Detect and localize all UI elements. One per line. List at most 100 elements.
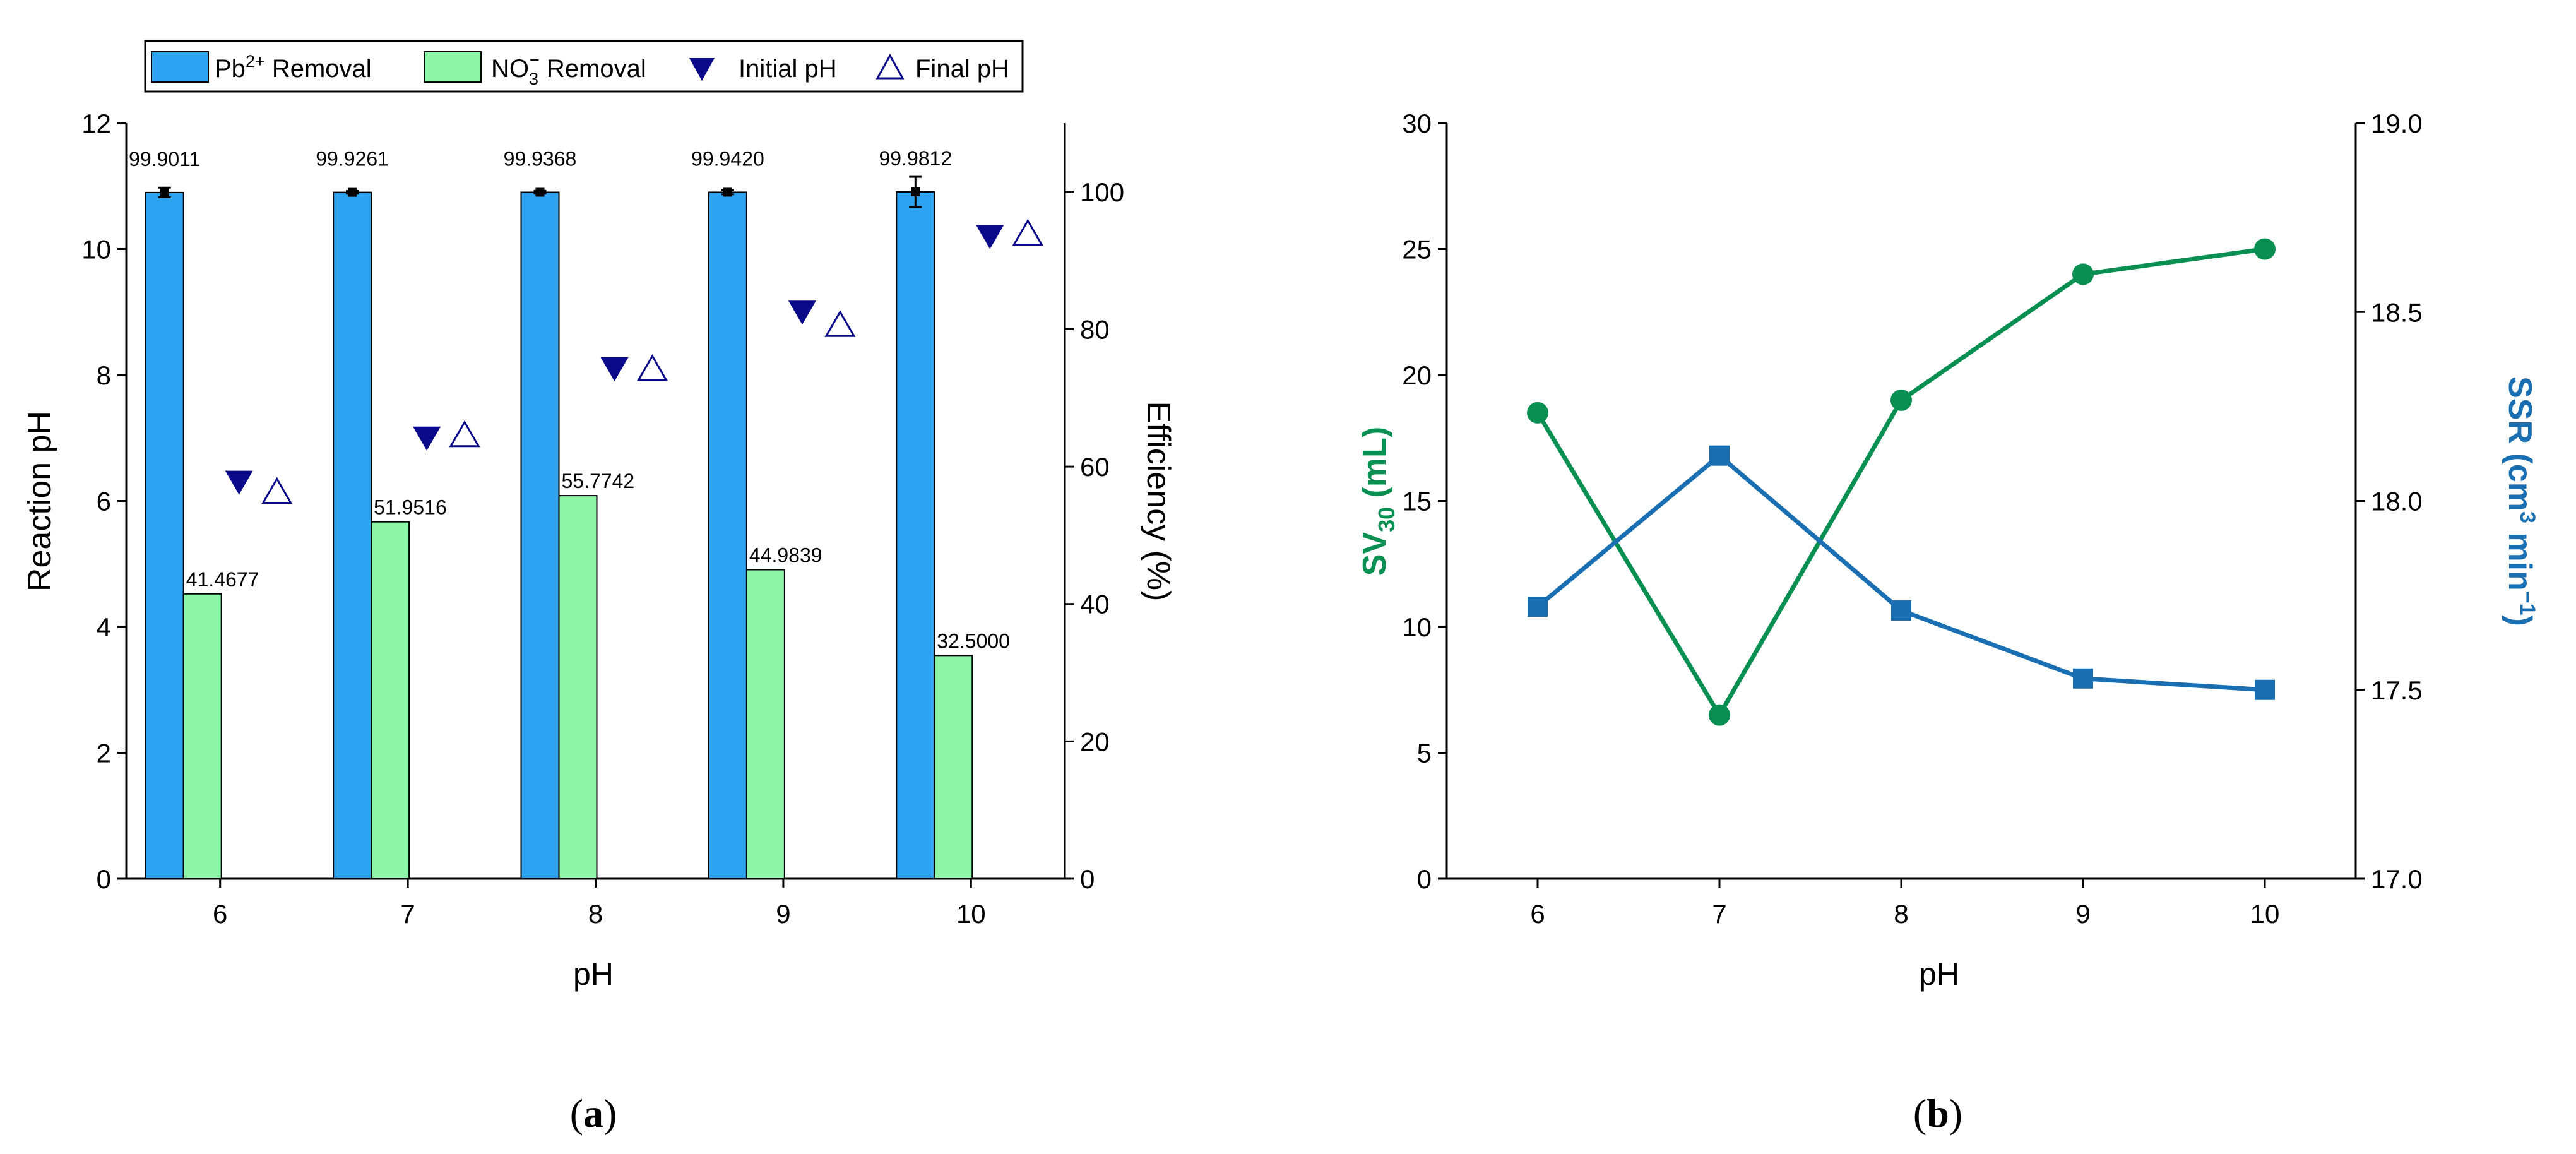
y-right-tick-label: 0: [1080, 864, 1095, 894]
x-axis-title: pH: [1919, 956, 1959, 992]
mean-marker: [535, 187, 545, 197]
bar-pb-removal: [145, 191, 184, 879]
marker-initial-ph: [788, 300, 816, 325]
series-line-sv30: [1536, 247, 2265, 720]
data-label-pb: 99.9011: [129, 148, 200, 170]
y-left-tick-label: 5: [1417, 739, 1432, 768]
bar-pb-removal: [896, 191, 935, 880]
bar-pb-removal: [333, 191, 372, 880]
x-tick-label: 6: [1530, 899, 1545, 929]
marker-initial-ph: [976, 225, 1004, 249]
point-ssr: [2073, 668, 2093, 689]
y-axis-right-title: SSR (cm3 min−1): [2502, 376, 2539, 626]
point-sv30: [1890, 389, 1912, 411]
x-axis-title: pH: [573, 956, 614, 992]
bar-pb-removal: [520, 191, 560, 880]
legend-frame: [144, 40, 1024, 93]
y-right-tick-label: 100: [1080, 177, 1124, 207]
y-right-tick-label: 19.0: [2371, 109, 2423, 138]
y-left-tick-label: 25: [1402, 235, 1432, 265]
mean-marker: [160, 187, 169, 197]
data-label-pb: 99.9368: [504, 148, 577, 170]
y-left-tick-label: 4: [97, 612, 111, 642]
data-label-no3: 51.9516: [374, 496, 447, 519]
bar-pb-removal: [708, 191, 747, 879]
marker-initial-ph: [225, 470, 253, 495]
panel-b-marks: 0 5 10 15 20 25 30 17.0 17.5 18.0 18.5 19.0 6 7 8 9 10: [1402, 109, 2422, 929]
x-tick-label: 7: [400, 899, 415, 929]
mean-marker: [723, 187, 732, 197]
data-label-no3: 32.5000: [937, 629, 1010, 652]
point-ssr: [1528, 597, 1548, 617]
mean-marker: [348, 187, 357, 197]
y-right-tick-label: 18.0: [2371, 487, 2423, 516]
y-right-tick-label: 17.5: [2371, 675, 2423, 705]
legend-swatch-no3: [424, 51, 482, 83]
legend: Pb2+ Removal NO3− Removal Initial pH Fin…: [144, 40, 1024, 93]
mean-marker: [911, 187, 920, 197]
x-tick-label: 9: [2075, 899, 2090, 929]
legend-marker-initial-ph: [689, 58, 715, 81]
y-left-tick-label: 0: [1417, 864, 1432, 894]
bar-no3-removal: [182, 593, 222, 879]
bar-no3-removal: [558, 495, 598, 879]
y-left-tick-label: 6: [97, 487, 111, 516]
data-label-pb: 99.9420: [691, 147, 764, 170]
legend-label-pb: Pb2+ Removal: [215, 52, 372, 83]
y-left-tick-label: 0: [97, 864, 111, 894]
marker-final-ph: [1012, 218, 1043, 246]
legend-label-initial-ph: Initial pH: [739, 55, 837, 83]
y-axis-left-title: Reaction pH: [21, 411, 58, 592]
y-axis-right-title: Efficiency (%): [1140, 402, 1177, 602]
marker-initial-ph: [600, 357, 629, 382]
y-left-tick-label: 30: [1402, 109, 1432, 138]
panel-b-chart: 0 5 10 15 20 25 30 17.0 17.5 18.0 18.5 19.0 6 7 8 9 10 p…: [1356, 109, 2539, 1136]
series-line-ssr: [1536, 453, 2265, 693]
point-sv30: [1527, 402, 1548, 424]
x-tick-label: 8: [1894, 899, 1908, 929]
x-tick-label: 7: [1712, 899, 1726, 929]
y-left-tick-label: 2: [97, 739, 111, 768]
bar-no3-removal: [371, 521, 410, 879]
x-tick-label: 9: [776, 899, 790, 929]
panel-b-label: (b): [1913, 1091, 1962, 1136]
legend-label-final-ph: Final pH: [915, 55, 1009, 83]
marker-final-ph: [449, 420, 480, 448]
x-tick-label: 6: [213, 899, 227, 929]
marker-initial-ph: [413, 426, 441, 451]
y-right-tick-label: 80: [1080, 314, 1110, 344]
y-right-tick-label: 18.5: [2371, 297, 2423, 327]
panel-a-marks: 0 2 4 6 8 10 12 0 20 40 60 80 100 6 99.9011 41.4677 7 99.…: [81, 109, 1124, 929]
y-left-tick-label: 12: [81, 109, 111, 138]
marker-final-ph: [824, 310, 856, 337]
bar-no3-removal: [745, 569, 785, 880]
point-sv30: [1709, 704, 1730, 726]
data-label-no3: 55.7742: [562, 470, 635, 492]
x-tick-label: 8: [588, 899, 603, 929]
marker-final-ph: [636, 354, 668, 381]
y-axis-left-title: SV30 (mL): [1356, 427, 1399, 576]
point-sv30: [2072, 263, 2094, 285]
point-ssr: [1891, 600, 1911, 621]
x-tick-label: 10: [2250, 899, 2280, 929]
y-right-tick-label: 60: [1080, 452, 1110, 482]
point-sv30: [2254, 238, 2276, 260]
point-ssr: [2255, 679, 2275, 700]
legend-marker-final-ph: [875, 53, 905, 80]
panel-a-chart: Pb2+ Removal NO3− Removal Initial pH Fin…: [21, 40, 1177, 1136]
bar-no3-removal: [934, 655, 973, 880]
panel-a-label: (a): [570, 1091, 617, 1136]
data-label-pb: 99.9812: [879, 147, 952, 170]
y-right-tick-label: 40: [1080, 590, 1110, 619]
data-label-pb: 99.9261: [316, 148, 389, 170]
y-right-tick-label: 20: [1080, 727, 1110, 756]
y-left-tick-label: 15: [1402, 487, 1432, 516]
data-label-no3: 41.4677: [186, 568, 259, 591]
y-left-tick-label: 10: [81, 235, 111, 265]
data-label-no3: 44.9839: [749, 544, 822, 566]
legend-label-no3: NO3− Removal: [491, 51, 646, 88]
marker-final-ph: [261, 477, 293, 504]
legend-swatch-pb: [151, 51, 209, 83]
y-right-tick-label: 17.0: [2371, 864, 2423, 894]
point-ssr: [1709, 445, 1730, 466]
